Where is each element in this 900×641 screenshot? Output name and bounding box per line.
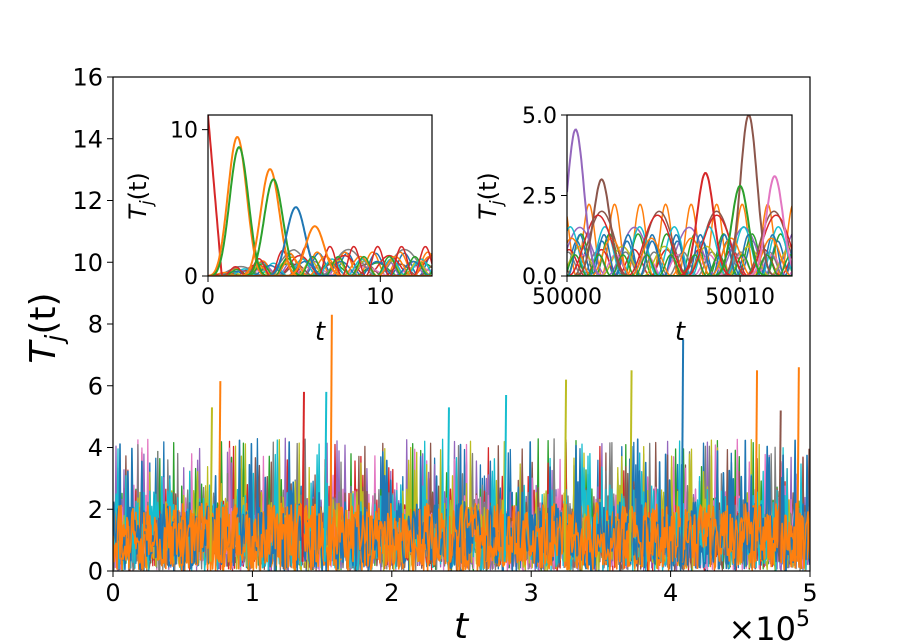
inset-late-y-ticks: 0.0 2.5 5.0 (522, 104, 567, 290)
1-y-tick-label: 0 (184, 265, 198, 290)
inset-series-line (567, 214, 792, 276)
0-y-tick-label: 6 (88, 372, 103, 400)
0-y-tick-label: 0 (88, 558, 103, 586)
inset-early-frame (207, 114, 433, 277)
0-y-tick-label: 16 (72, 64, 103, 92)
2-x-tick-label: 50000 (532, 285, 602, 310)
main-series-line (113, 502, 810, 571)
main-series-peak (563, 379, 568, 562)
0-x-tick-label: 0 (105, 579, 120, 607)
2-y-tick-label: 2.5 (522, 184, 557, 209)
inset-series-s2 (567, 115, 792, 276)
2-y-tick-label: 5.0 (522, 104, 557, 129)
1-x-tick-label: 10 (366, 285, 394, 310)
main-series-peak (217, 381, 222, 562)
0-y-tick-label: 8 (88, 311, 103, 339)
0-x-tick-label: 2 (384, 579, 399, 607)
main-series-peak (323, 391, 328, 562)
inset-late-x-label: t (675, 317, 686, 347)
1-y-tick-label: 10 (170, 119, 198, 144)
main-x-multiplier: ×105 (728, 607, 810, 641)
0-y-tick-label: 10 (72, 249, 103, 277)
main-series-peak (329, 314, 333, 562)
inset-late-x-ticks: 50000 50010 (532, 276, 775, 310)
main-series-peak (680, 339, 685, 562)
inset-early-x-ticks: 0 10 (201, 276, 394, 310)
0-x-tick-label: 4 (663, 579, 678, 607)
main-x-multiplier-exp: 5 (796, 607, 810, 632)
0-y-tick-label: 2 (88, 496, 103, 524)
main-series-peak (754, 370, 759, 562)
main-series-peak (446, 407, 450, 562)
inset-series-s7 (208, 225, 432, 276)
inset-late-y-label: Tj(t) (474, 172, 507, 220)
0-y-tick-label: 4 (88, 434, 103, 462)
inset-series-s3 (208, 146, 432, 276)
0-x-tick-label: 1 (245, 579, 260, 607)
inset-early-y-label: Tj(t) (124, 172, 157, 220)
inset-series-line (208, 255, 432, 276)
0-x-tick-label: 3 (524, 579, 539, 607)
main-series-group (113, 314, 810, 571)
main-series-peak (503, 395, 508, 562)
main-y-label: Tj(t) (23, 292, 69, 363)
main-series-peak (301, 391, 305, 562)
inset-series-s5 (567, 178, 792, 276)
main-x-ticks: 0 1 2 3 4 5 (105, 571, 818, 607)
inset-series-s6 (567, 184, 792, 276)
0-x-tick-label: 5 (802, 579, 817, 607)
0-y-tick-label: 12 (72, 187, 103, 215)
main-series-peak (629, 370, 633, 562)
main-series-peak (796, 367, 800, 562)
main-series-peak (778, 410, 782, 562)
inset-early-y-ticks: 0 10 (170, 119, 208, 290)
2-x-tick-label: 50010 (705, 285, 775, 310)
main-y-ticks: 0 2 4 6 8 10 12 14 16 (72, 64, 113, 586)
0-y-tick-label: 14 (72, 125, 103, 153)
inset-early-x-label: t (315, 317, 326, 347)
1-x-tick-label: 0 (201, 285, 215, 310)
2-y-tick-label: 0.0 (522, 265, 557, 290)
inset-series-s6 (208, 206, 432, 276)
main-series-peak (209, 407, 213, 562)
main-x-label: t (454, 606, 470, 641)
inset-plot-late: 50000 50010 0.0 2.5 5.0 t Tj(t) (474, 104, 793, 347)
inset-plot-early: 0 10 0 10 t Tj(t) (124, 114, 433, 347)
inset-series-s4 (208, 168, 432, 276)
inset-series-s3 (567, 175, 792, 276)
